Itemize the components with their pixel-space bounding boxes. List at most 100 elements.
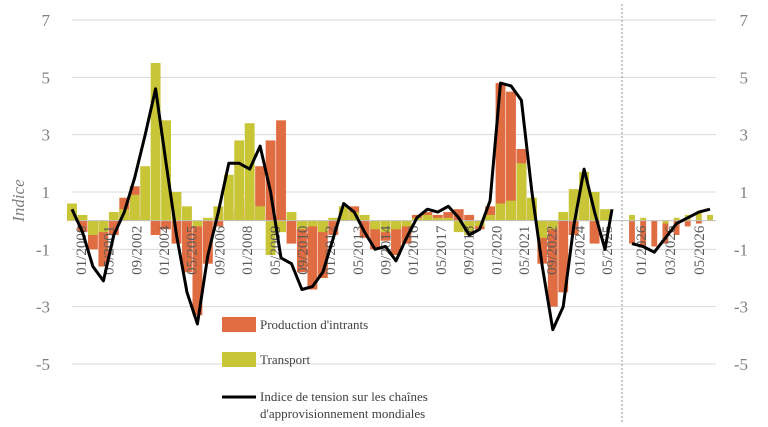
bar-production: [506, 91, 516, 221]
y-tick-left: 5: [42, 68, 51, 87]
bar-production: [547, 220, 558, 307]
x-axis: 01/2000 05/2001 09/2002 01/2004 05/2005 09/20…: [72, 220, 716, 275]
bar-production: [255, 166, 266, 221]
bar-transport-forecast: [707, 214, 713, 221]
x-tick-label: 05/2005: [185, 226, 201, 275]
y-tick-right: 7: [740, 11, 749, 30]
bar-transport: [98, 220, 109, 233]
x-tick-label: 09/2018: [462, 226, 478, 275]
bar-transport: [328, 217, 339, 221]
x-tick-label: 01/2004: [157, 225, 173, 275]
bar-transport: [338, 206, 349, 221]
y-tick-left: -3: [36, 298, 50, 317]
bar-transport: [182, 206, 192, 221]
bar-transport: [370, 220, 381, 230]
x-tick-label: 05/2025: [600, 226, 616, 275]
bar-transport: [443, 217, 454, 221]
bar-transport: [600, 209, 610, 221]
x-tick-label: 01/2024: [572, 225, 588, 275]
bar-production-forecast: [662, 220, 669, 244]
x-tick-label: 01/2020: [489, 226, 505, 275]
bar-transport: [495, 203, 506, 221]
bar-production-forecast: [640, 220, 647, 247]
bar-production: [495, 83, 506, 221]
legend-label-transport: Transport: [260, 352, 310, 367]
bar-production: [464, 214, 475, 221]
bars: [67, 63, 713, 316]
bar-transport: [453, 220, 464, 233]
bar-transport: [223, 174, 234, 221]
y-tick-left: 1: [42, 183, 51, 202]
bar-transport: [558, 212, 569, 221]
bar-production: [192, 220, 203, 316]
bar-production: [453, 209, 464, 221]
y-tick-right: -3: [734, 298, 748, 317]
bar-transport: [516, 163, 527, 221]
bar-transport: [474, 220, 485, 227]
bar-production: [202, 220, 213, 264]
bar-production: [276, 120, 286, 221]
x-tick-label: 05/2017: [434, 225, 450, 275]
line-index: [70, 81, 614, 332]
bar-production-forecast: [629, 220, 635, 244]
bar-transport: [380, 220, 391, 233]
bar-transport: [349, 212, 360, 221]
x-tick-label: 09/2010: [295, 226, 311, 275]
lines: [70, 81, 711, 332]
x-tick-label: 01/2008: [240, 226, 256, 275]
bar-production: [328, 220, 339, 235]
line-index-forecast: [631, 207, 711, 254]
x-tick-label: 05/2013: [351, 226, 367, 275]
bar-transport: [140, 166, 151, 221]
bar-transport: [568, 189, 579, 221]
y-ticks-right: 7 5 3 1 -1 -3 -5: [734, 11, 749, 374]
bar-transport: [244, 123, 255, 221]
bar-transport: [432, 217, 443, 221]
y-tick-right: 3: [740, 126, 749, 145]
bar-production: [265, 140, 276, 221]
bar-transport: [422, 214, 433, 221]
y-tick-right: 5: [740, 68, 749, 87]
bar-transport-forecast: [673, 217, 680, 221]
bar-transport: [202, 217, 213, 221]
y-tick-right: -1: [734, 240, 748, 259]
bar-production: [401, 220, 412, 244]
y-tick-left: 7: [42, 11, 51, 30]
bar-transport: [192, 220, 203, 227]
x-tick-label: 09/2006: [212, 225, 228, 275]
bar-transport: [537, 220, 548, 238]
bar-transport: [276, 220, 286, 233]
y-tick-left: 3: [42, 126, 51, 145]
bar-transport: [547, 220, 558, 230]
bar-production: [150, 220, 161, 235]
bar-transport: [579, 171, 590, 221]
bar-production: [161, 220, 171, 230]
bar-transport: [307, 220, 318, 227]
bar-production: [391, 220, 401, 256]
bar-production: [558, 220, 569, 293]
bar-production: [443, 212, 454, 221]
bar-transport: [255, 206, 266, 221]
x-tick-label-forecast: 05/2026: [692, 225, 708, 275]
y-tick-right: -5: [734, 355, 748, 374]
legend-label-index-line2: d'approvisionnement mondiales: [260, 406, 425, 421]
bar-production-forecast: [673, 220, 680, 235]
bar-production-forecast: [651, 220, 658, 247]
bar-transport-forecast: [662, 220, 669, 224]
bar-transport: [359, 214, 370, 221]
x-tick-label: 05/2021: [517, 226, 533, 275]
bar-transport-forecast: [695, 212, 702, 221]
bar-production-forecast: [695, 220, 702, 224]
legend-swatch-transport: [222, 352, 256, 367]
bar-production: [317, 220, 328, 278]
bar-transport: [150, 63, 161, 221]
bar-production: [98, 220, 109, 267]
bar-transport: [265, 220, 276, 256]
bar-transport: [297, 220, 307, 230]
y-axis-label: Indice: [9, 179, 28, 223]
bar-transport: [526, 197, 537, 221]
y-tick-right: 1: [740, 183, 749, 202]
x-tick-label: 05/2009: [268, 226, 284, 275]
legend-swatch-production: [222, 317, 256, 332]
